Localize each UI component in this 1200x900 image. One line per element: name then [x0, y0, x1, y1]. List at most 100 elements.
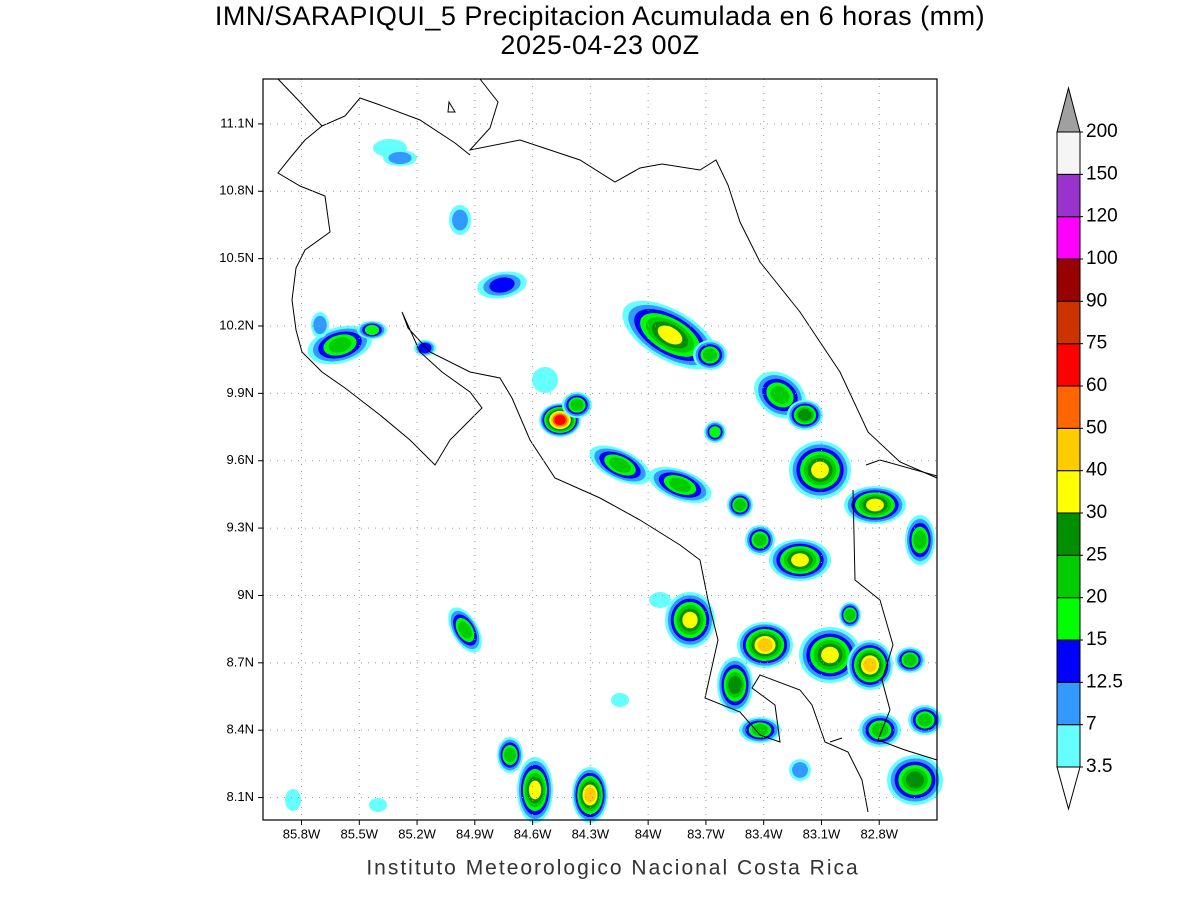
- colorbar-box: [1056, 385, 1081, 429]
- colorbar-box: [1056, 724, 1081, 768]
- lon-tick-label: 85.8W: [283, 826, 321, 841]
- lat-tick-label: 8.4N: [227, 722, 254, 737]
- colorbar-label: 30: [1086, 502, 1107, 523]
- rain-contour: [728, 675, 742, 695]
- rain-contour: [328, 337, 352, 353]
- colorbar-box: [1056, 300, 1081, 345]
- rain-contour: [458, 621, 472, 639]
- rain-contour: [918, 713, 932, 727]
- title: IMN/SARAPIQUI_5 Precipitacion Acumulada …: [215, 1, 985, 31]
- rain-contour: [489, 277, 515, 293]
- colorbar-label: 75: [1086, 333, 1107, 354]
- lon-tick-label: 82.8W: [860, 826, 898, 841]
- lon-tick-label: 85.5W: [340, 826, 378, 841]
- rain-contour: [657, 325, 683, 345]
- rain-contour: [528, 780, 542, 800]
- precipitation-field: [285, 139, 943, 823]
- colorbar-under: [1056, 766, 1081, 811]
- lat-tick-label: 11.1N: [220, 115, 254, 130]
- colorbar-box: [1056, 639, 1081, 683]
- colorbar-box: [1056, 343, 1081, 387]
- lon-tick-label: 83.1W: [803, 826, 841, 841]
- panama-border: [829, 459, 938, 761]
- rain-contour: [285, 789, 301, 811]
- rain-contour: [682, 611, 698, 629]
- rain-contour: [570, 399, 584, 411]
- lon-tick-label: 83.4W: [745, 826, 783, 841]
- lon-tick-label: 83.7W: [687, 826, 725, 841]
- rain-contour: [903, 654, 917, 666]
- lat-tick-label: 10.2N: [219, 317, 254, 332]
- colorbar-label: 50: [1086, 417, 1107, 438]
- lat-tick-label: 8.1N: [227, 789, 254, 804]
- rain-contour: [821, 646, 839, 664]
- nicaragua-border: [321, 97, 471, 156]
- rain-contour: [913, 530, 927, 550]
- lon-tick-label: 84W: [635, 826, 662, 841]
- colorbar-label: 3.5: [1086, 756, 1112, 777]
- rain-contour: [770, 386, 790, 404]
- colorbar-label: 12.5: [1086, 671, 1123, 692]
- subtitle: 2025-04-23 00Z: [500, 30, 699, 60]
- colorbar-box: [1056, 554, 1081, 599]
- rain-contour: [811, 461, 829, 479]
- colorbar-label: 20: [1086, 587, 1107, 608]
- lat-tick-label: 9.3N: [227, 520, 254, 535]
- rain-contour: [791, 553, 809, 567]
- map-frame: [262, 78, 938, 821]
- rain-contour: [313, 315, 327, 335]
- colorbar-over: [1056, 86, 1081, 133]
- colorbar-box: [1056, 216, 1081, 260]
- rain-contour: [609, 457, 631, 473]
- colorbar-box: [1056, 173, 1081, 218]
- rain-contour: [753, 533, 767, 547]
- rain-contour: [532, 367, 558, 393]
- lake: [447, 100, 456, 113]
- caribbean-coast: [468, 78, 938, 479]
- rain-contour: [863, 657, 877, 673]
- lat-tick-label: 9.6N: [227, 452, 254, 467]
- colorbar-label: 150: [1086, 163, 1118, 184]
- rain-contour: [649, 592, 671, 608]
- rain-contour: [668, 477, 692, 493]
- lon-tick-label: 85.2W: [398, 826, 436, 841]
- pacific-coast: [277, 78, 869, 813]
- colorbar-label: 100: [1086, 248, 1118, 269]
- lon-tick-label: 84.3W: [572, 826, 610, 841]
- rain-contour: [584, 787, 596, 803]
- rain-contour: [611, 693, 629, 707]
- rain-contour: [369, 798, 387, 812]
- rain-contour: [798, 409, 812, 421]
- lat-tick-label: 9.9N: [227, 385, 254, 400]
- lat-tick-label: 9N: [237, 587, 254, 602]
- lat-tick-label: 8.7N: [227, 654, 254, 669]
- lon-tick-label: 84.9W: [456, 826, 494, 841]
- colorbar-label: 90: [1086, 290, 1107, 311]
- rain-contour: [554, 414, 566, 426]
- lat-tick-label: 10.8N: [219, 183, 254, 198]
- colorbar-label: 60: [1086, 375, 1107, 396]
- rain-contour: [388, 151, 412, 165]
- colorbar-box: [1056, 681, 1081, 726]
- colorbar-label: 15: [1086, 629, 1107, 650]
- rain-contour: [452, 209, 468, 231]
- rain-contour: [844, 609, 856, 621]
- lon-tick-label: 84.6W: [514, 826, 552, 841]
- footer: Instituto Meteorologico Nacional Costa R…: [366, 857, 859, 880]
- rain-contour: [734, 499, 746, 511]
- colorbar-box: [1056, 427, 1081, 472]
- colorbar-box: [1056, 470, 1081, 514]
- colorbar-label: 7: [1086, 714, 1097, 735]
- rain-contour: [757, 638, 773, 652]
- rain-contour: [866, 498, 884, 512]
- rain-contour: [364, 324, 380, 336]
- colorbar-label: 40: [1086, 460, 1107, 481]
- colorbar-box: [1056, 258, 1081, 302]
- colorbar-box: [1056, 597, 1081, 641]
- rain-contour: [709, 426, 721, 438]
- coastlines: [277, 78, 938, 813]
- rain-contour: [504, 747, 516, 763]
- rain-contour: [792, 762, 808, 778]
- colorbar-label: 200: [1086, 121, 1118, 142]
